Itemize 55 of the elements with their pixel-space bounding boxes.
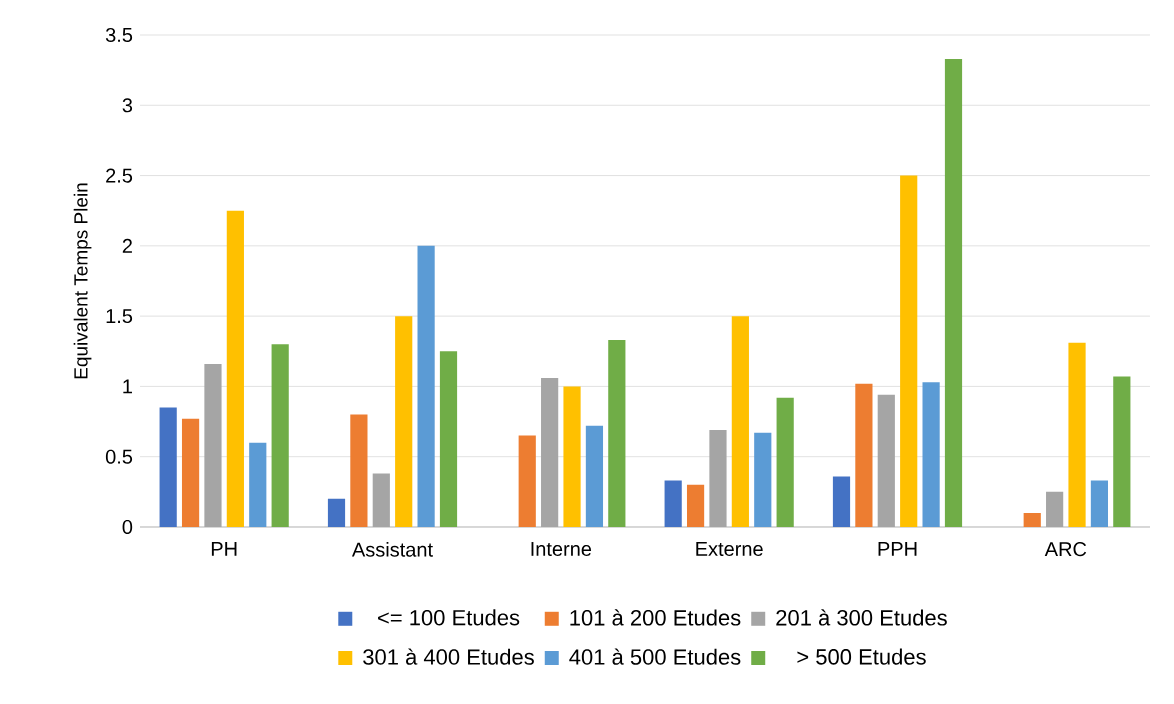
bar (395, 316, 413, 527)
bar (563, 386, 581, 527)
legend-label: 101 à 200 Etudes (570, 609, 741, 626)
bar (181, 418, 200, 527)
bar (417, 245, 435, 527)
legend-label: 301 à 400 Etudes (363, 648, 534, 665)
bar (249, 442, 267, 527)
y-axis-title: Equivalent Temps Plein (73, 183, 92, 379)
bar (922, 382, 940, 527)
bar (159, 407, 177, 527)
y-tick-label: 2.5 (106, 168, 133, 183)
bar (664, 480, 682, 527)
bar (585, 425, 604, 527)
bar (731, 316, 749, 527)
bar (608, 340, 626, 527)
x-tick-label: Externe (696, 542, 763, 556)
bar (855, 383, 873, 527)
legend-label: 201 à 300 Etudes (776, 609, 947, 626)
bar (754, 432, 772, 527)
y-tick-label: 3.5 (105, 27, 133, 43)
y-tick-label: 1 (123, 379, 132, 394)
x-tick-label: ARC (1044, 542, 1087, 557)
y-tick-label: 2 (122, 238, 132, 253)
legend-label: > 500 Etudes (797, 648, 926, 665)
x-tick-label: PPH (878, 542, 917, 556)
bar (1090, 480, 1109, 527)
x-tick-label: Interne (531, 542, 592, 556)
bar (900, 175, 918, 527)
bar (518, 435, 536, 527)
bar (1113, 376, 1131, 527)
bar (204, 363, 222, 527)
bar (372, 473, 390, 527)
x-tick-label: PH (211, 542, 237, 556)
bar (226, 210, 244, 527)
legend-label: 401 à 500 Etudes (569, 648, 741, 665)
bar (271, 344, 289, 527)
bar (1023, 512, 1041, 527)
y-tick-label: 0.5 (105, 449, 133, 464)
bar (1068, 342, 1086, 527)
bar (1046, 491, 1064, 527)
y-tick-label: 1.5 (106, 309, 133, 324)
bar (686, 484, 705, 527)
y-tick-label: 3 (122, 98, 133, 113)
bar (541, 377, 559, 527)
bar (350, 414, 368, 527)
bar (439, 351, 458, 527)
x-tick-label: Assistant (351, 542, 433, 557)
bar (944, 58, 963, 527)
bar (877, 394, 895, 527)
bar (709, 429, 727, 527)
bar (327, 498, 346, 527)
legend-label: <= 100 Etudes (378, 609, 520, 626)
bar (832, 476, 851, 527)
bar (776, 397, 794, 527)
y-tick-label: 0 (122, 519, 133, 535)
